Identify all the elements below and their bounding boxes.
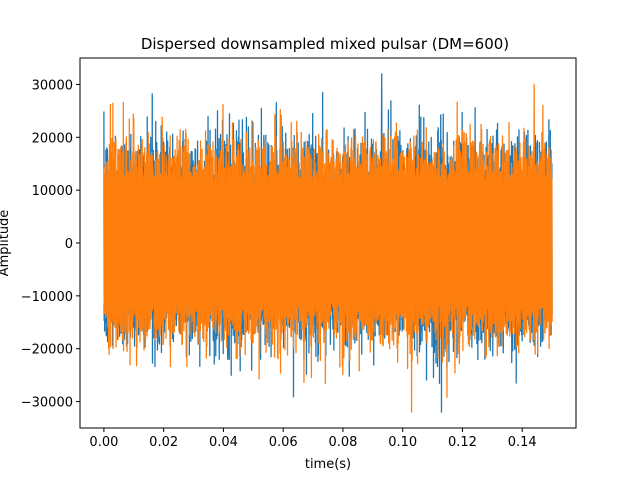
x-tick-label: 0.10 — [388, 435, 417, 450]
x-axis-label: time(s) — [305, 457, 351, 472]
chart-title: Dispersed downsampled mixed pulsar (DM=6… — [141, 35, 509, 53]
x-tick-label: 0.00 — [89, 435, 118, 450]
x-axis: 0.00 0.02 0.04 0.06 0.08 0.10 0.12 0.14 — [89, 428, 537, 450]
y-tick-label: −30000 — [21, 396, 73, 411]
y-tick-label: 20000 — [32, 131, 73, 146]
y-tick-label: 0 — [65, 237, 73, 252]
y-tick-label: −10000 — [21, 290, 73, 305]
y-axis: −30000 −20000 −10000 0 10000 20000 30000 — [21, 78, 80, 411]
x-tick-label: 0.04 — [209, 435, 238, 450]
x-tick-label: 0.08 — [328, 435, 357, 450]
x-tick-label: 0.12 — [448, 435, 477, 450]
x-tick-label: 0.06 — [269, 435, 298, 450]
y-tick-label: −20000 — [21, 343, 73, 358]
y-tick-label: 30000 — [32, 78, 73, 93]
x-tick-label: 0.14 — [508, 435, 537, 450]
y-axis-label: Amplitude — [0, 210, 12, 277]
plot-area — [103, 73, 553, 413]
series-line-2 — [103, 83, 553, 413]
x-tick-label: 0.02 — [149, 435, 178, 450]
y-tick-label: 10000 — [32, 184, 73, 199]
